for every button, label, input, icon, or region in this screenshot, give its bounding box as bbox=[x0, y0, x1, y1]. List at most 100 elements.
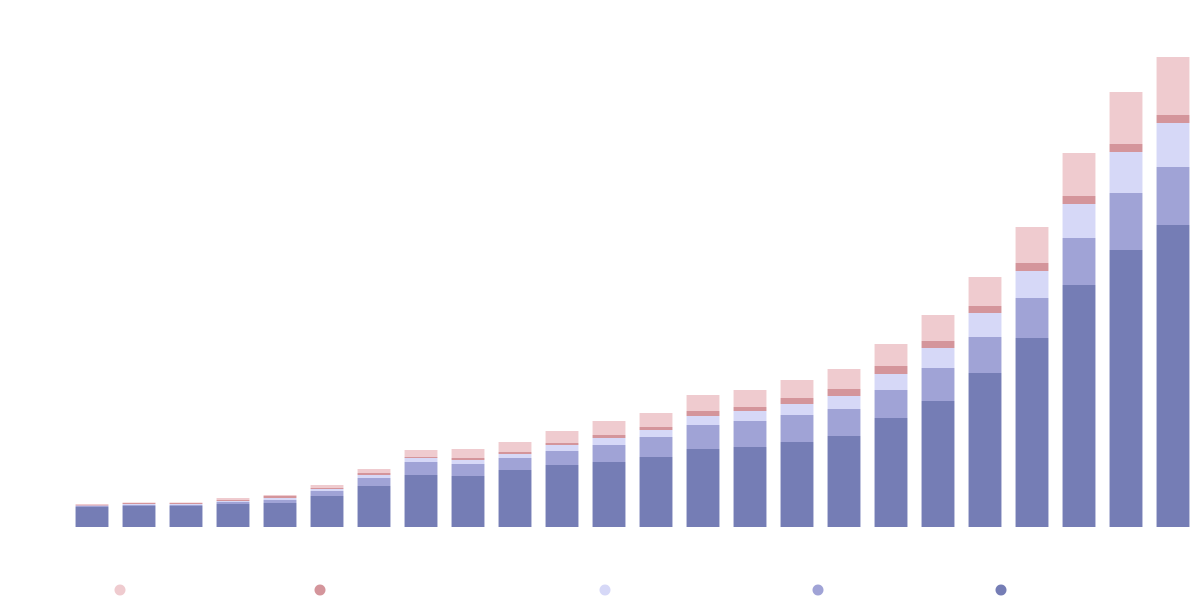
bar-segment bbox=[498, 442, 532, 452]
bar-segment bbox=[451, 476, 485, 527]
bar-segment bbox=[827, 369, 861, 389]
bar-segment bbox=[827, 436, 861, 527]
bar-segment bbox=[263, 498, 297, 500]
bar-segment bbox=[263, 496, 297, 498]
bar-segment bbox=[686, 416, 720, 425]
bar-segment bbox=[874, 344, 908, 366]
bar-segment bbox=[1062, 285, 1096, 527]
bar-segment bbox=[780, 442, 814, 527]
bar-segment bbox=[921, 401, 955, 527]
bar-segment bbox=[357, 469, 391, 473]
bar-segment bbox=[733, 390, 767, 407]
bar-segment bbox=[827, 396, 861, 409]
bar-segment bbox=[921, 368, 955, 401]
bar-segment bbox=[592, 438, 626, 445]
bar-segment bbox=[1109, 92, 1143, 144]
bar-segment bbox=[639, 427, 673, 430]
bar-segment bbox=[874, 418, 908, 527]
bar-segment bbox=[357, 478, 391, 486]
bar-segment bbox=[1015, 338, 1049, 527]
bar-segment bbox=[216, 504, 250, 527]
bar-segment bbox=[921, 341, 955, 348]
bar-segment bbox=[451, 449, 485, 458]
bar-segment bbox=[310, 485, 344, 488]
bar-segment bbox=[921, 315, 955, 341]
bar-segment bbox=[122, 506, 156, 527]
bar-segment bbox=[1062, 153, 1096, 196]
bar-segment bbox=[1015, 263, 1049, 271]
bar-segment bbox=[733, 447, 767, 527]
bar-segment bbox=[1156, 167, 1190, 225]
legend-dot bbox=[812, 584, 824, 596]
bar-segment bbox=[498, 454, 532, 458]
bar-segment bbox=[216, 501, 250, 502]
bar-segment bbox=[874, 374, 908, 390]
bar-segment bbox=[122, 504, 156, 505]
bar-segment bbox=[545, 465, 579, 527]
bar-segment bbox=[686, 425, 720, 449]
bar-segment bbox=[216, 500, 250, 501]
bar-segment bbox=[263, 495, 297, 496]
bar-segment bbox=[263, 500, 297, 503]
bar-segment bbox=[122, 505, 156, 506]
bar-segment bbox=[827, 389, 861, 396]
bar-segment bbox=[1015, 271, 1049, 298]
bar-segment bbox=[169, 504, 203, 505]
bar-segment bbox=[498, 458, 532, 470]
bar-segment bbox=[1109, 144, 1143, 152]
bar-segment bbox=[404, 457, 438, 458]
bar-segment bbox=[451, 458, 485, 460]
bar-segment bbox=[310, 491, 344, 496]
bar-segment bbox=[968, 313, 1002, 337]
bar-segment bbox=[75, 506, 109, 507]
bar-segment bbox=[310, 488, 344, 489]
bar-segment bbox=[357, 473, 391, 475]
legend-dot bbox=[995, 584, 1007, 596]
legend-dot bbox=[314, 584, 326, 596]
bar-segment bbox=[968, 373, 1002, 527]
bar-segment bbox=[404, 450, 438, 457]
bar-segment bbox=[639, 413, 673, 427]
bar-segment bbox=[498, 470, 532, 527]
bar-segment bbox=[733, 411, 767, 421]
bar-segment bbox=[357, 475, 391, 478]
bar-segment bbox=[1109, 250, 1143, 527]
bar-segment bbox=[404, 475, 438, 527]
bar-segment bbox=[968, 277, 1002, 306]
bar-segment bbox=[1062, 196, 1096, 204]
bar-segment bbox=[545, 445, 579, 451]
bar-segment bbox=[686, 449, 720, 527]
bar-segment bbox=[874, 366, 908, 374]
bar-segment bbox=[451, 464, 485, 476]
bar-segment bbox=[780, 380, 814, 398]
bar-segment bbox=[122, 503, 156, 504]
bar-segment bbox=[404, 462, 438, 475]
bar-segment bbox=[357, 486, 391, 527]
bar-segment bbox=[733, 407, 767, 411]
bar-segment bbox=[921, 348, 955, 368]
bar-segment bbox=[75, 507, 109, 527]
bar-segment bbox=[1156, 57, 1190, 115]
bar-segment bbox=[169, 506, 203, 527]
bar-segment bbox=[733, 421, 767, 447]
bar-segment bbox=[545, 443, 579, 445]
bar-segment bbox=[592, 445, 626, 462]
bar-segment bbox=[498, 452, 532, 454]
bar-segment bbox=[639, 457, 673, 527]
bar-segment bbox=[592, 462, 626, 527]
bar-segment bbox=[1156, 115, 1190, 123]
bar-segment bbox=[686, 411, 720, 416]
bar-segment bbox=[1015, 227, 1049, 263]
bar-segment bbox=[404, 458, 438, 462]
bar-segment bbox=[639, 437, 673, 457]
bar-segment bbox=[780, 398, 814, 404]
bar-segment bbox=[75, 504, 109, 505]
bar-segment bbox=[75, 505, 109, 506]
bar-segment bbox=[592, 421, 626, 435]
bar-segment bbox=[216, 498, 250, 500]
bar-segment bbox=[169, 505, 203, 506]
bar-segment bbox=[592, 435, 626, 438]
bar-segment bbox=[75, 505, 109, 506]
bar-segment bbox=[1109, 193, 1143, 250]
